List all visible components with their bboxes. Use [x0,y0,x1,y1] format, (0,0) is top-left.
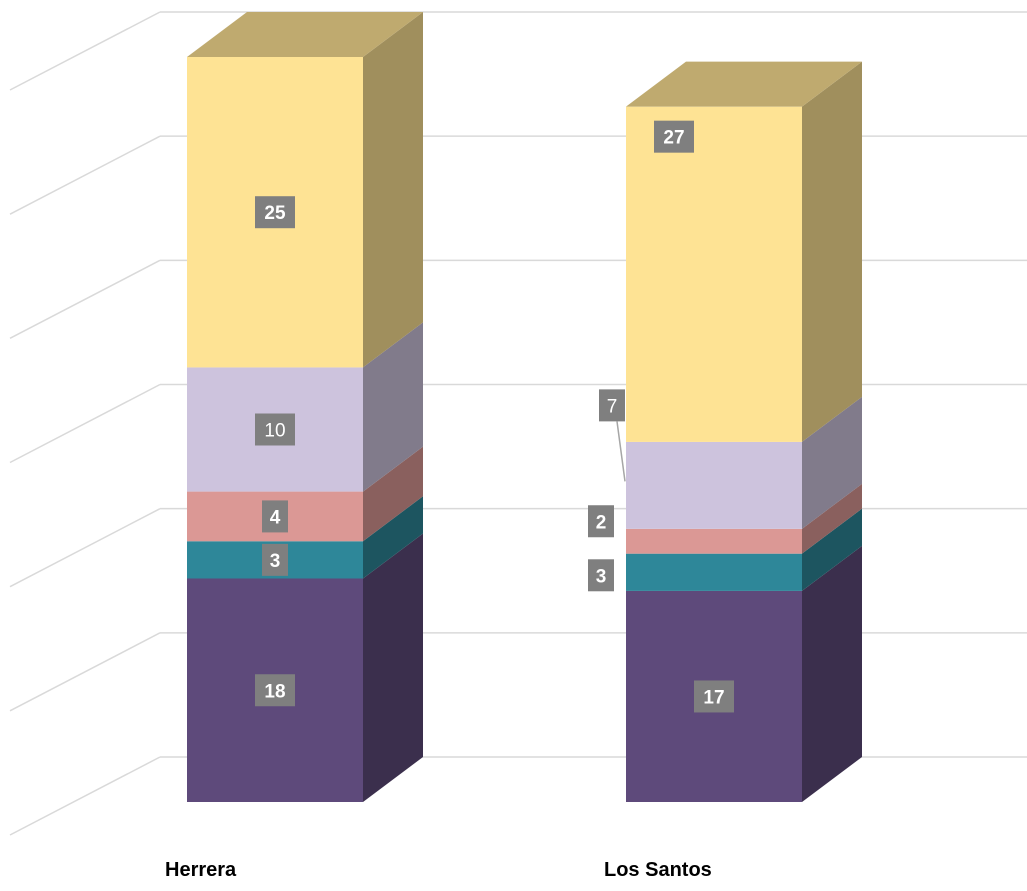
data-label: 10 [255,413,295,446]
gridline-side [9,259,161,339]
gridline-side [9,135,161,215]
gridlines [9,11,1027,836]
bar-segment [626,396,862,529]
bar-segment [626,61,862,442]
gridline-side [9,756,161,836]
data-label: 4 [262,500,288,533]
data-label-box [588,559,614,592]
data-label-text: 10 [264,421,285,442]
data-label: 25 [255,196,295,229]
data-label-box [255,674,295,707]
data-label-box [262,500,288,533]
bar-side-face [363,496,423,579]
data-label-text: 3 [596,566,607,587]
data-label-box [255,413,295,446]
data-label: 18 [255,674,295,707]
bar-side-face [802,508,862,591]
data-label-box [262,543,288,576]
data-label: 17 [694,680,734,713]
bar-side-face [363,446,423,542]
bar-top-face [187,12,423,57]
data-label-text: 2 [596,512,607,533]
category-labels: Herrera Los Santos [165,859,712,881]
bar-side-face [802,545,862,802]
data-label: 27 [654,120,694,153]
data-label-box [588,505,614,538]
gridline-side [9,383,161,464]
gridline-side [9,632,161,712]
data-label-box [255,196,295,229]
data-label: 3 [262,543,288,576]
data-label-text: 17 [703,687,724,708]
bar-top-face [626,61,862,107]
gridline-side [9,11,161,91]
bar-side-face [802,483,862,554]
data-label: 3 [588,559,614,592]
data-label-text: 3 [270,551,281,572]
bar-side-face [363,12,423,368]
bar-segment [626,483,862,554]
data-label-text: 18 [264,681,285,702]
data-label-text: 7 [607,396,618,417]
data-label-text: 25 [264,203,286,224]
bar-front-face [626,441,802,529]
bar-side-face [363,322,423,492]
bar-side-face [802,396,862,529]
category-label: Los Santos [604,859,712,881]
bar-front-face [626,528,802,554]
bar-side-face [802,61,862,442]
bar-segment [187,12,423,368]
data-label: 7 [599,389,626,482]
bar-side-face [363,533,423,802]
bar-segment [626,508,862,591]
bar-front-face [626,553,802,591]
bar-front-face [626,106,802,442]
bar-segment [626,545,862,802]
data-label-box [694,680,734,713]
data-label-box [654,120,694,153]
data-label-text: 27 [663,128,684,149]
gridline-side [9,508,161,588]
data-label: 2 [588,505,614,538]
data-label-text: 4 [270,507,281,528]
data-label-box [599,389,625,422]
category-label: Herrera [165,859,237,881]
label-leader-line [616,421,626,482]
